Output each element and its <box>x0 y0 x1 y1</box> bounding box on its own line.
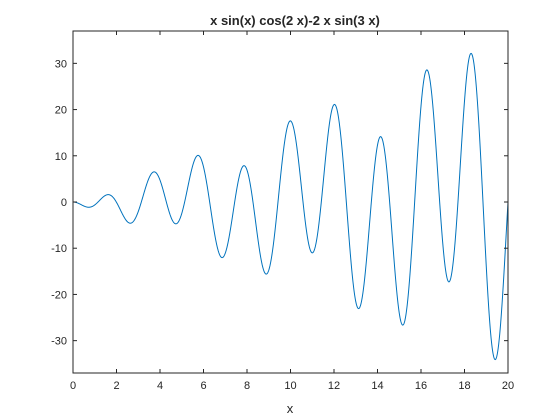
y-tick-label: 0 <box>61 197 67 209</box>
x-tick-label: 16 <box>415 380 427 392</box>
x-tick-label: 0 <box>70 380 76 392</box>
y-tick-label: -10 <box>51 243 67 255</box>
x-tick-label: 2 <box>113 380 119 392</box>
x-axis-ticks: 0 2 4 6 8 10 12 14 16 18 20 <box>70 31 514 392</box>
series-line <box>73 52 509 361</box>
y-axis-ticks: -30 -20 -10 0 10 20 30 <box>51 58 508 348</box>
y-tick-label: 20 <box>55 105 67 117</box>
x-tick-label: 12 <box>328 380 340 392</box>
plot-area <box>73 31 508 373</box>
curve-layer <box>73 52 509 361</box>
x-tick-label: 20 <box>502 380 514 392</box>
x-tick-label: 18 <box>458 380 470 392</box>
y-tick-label: 10 <box>55 151 67 163</box>
x-tick-label: 8 <box>244 380 250 392</box>
y-tick-label: 30 <box>55 58 67 70</box>
x-tick-label: 6 <box>200 380 206 392</box>
y-tick-label: -30 <box>51 336 67 348</box>
y-tick-label: -20 <box>51 289 67 301</box>
chart-title: x sin(x) cos(2 x)-2 x sin(3 x) <box>210 13 380 28</box>
x-tick-label: 14 <box>371 380 383 392</box>
x-axis-label: x <box>287 401 294 416</box>
x-tick-label: 4 <box>157 380 163 392</box>
x-tick-label: 10 <box>284 380 296 392</box>
